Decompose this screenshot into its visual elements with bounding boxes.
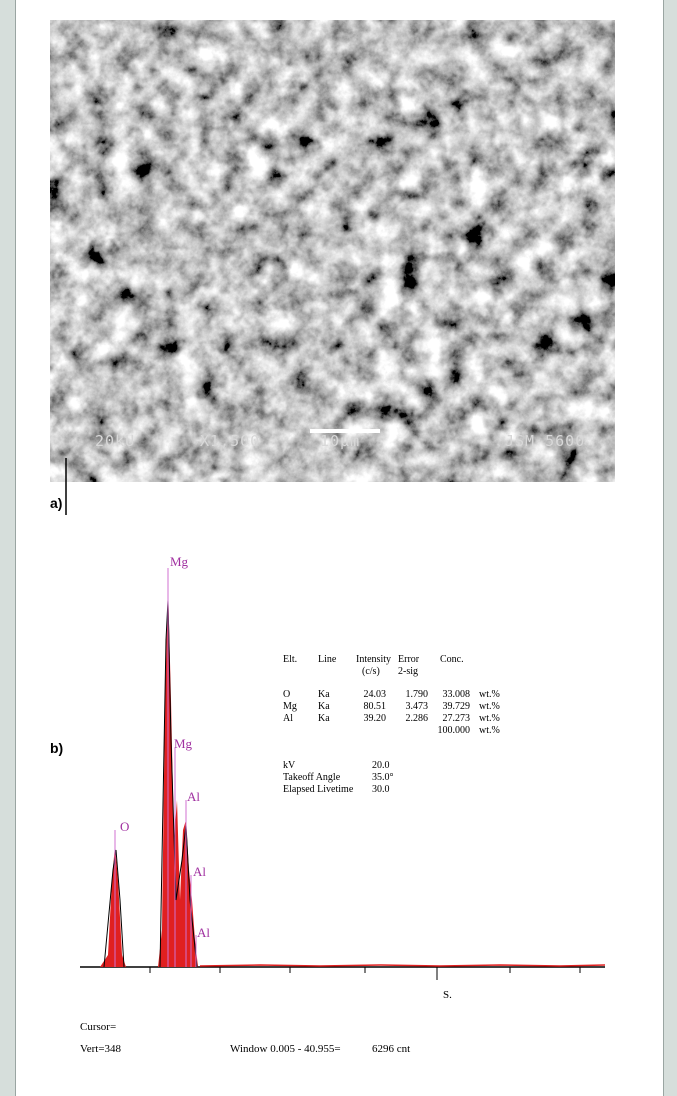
table-cell: 33.008 <box>443 689 471 700</box>
footer-window: Window 0.005 - 40.955= <box>230 1043 341 1055</box>
setting-name: Elapsed Livetime <box>283 784 354 795</box>
results-table: Elt. Line Intensity Error Conc. (c/s) 2-sig O Ka… <box>283 654 500 795</box>
panel-label: a) <box>50 495 62 511</box>
footer-vert: Vert=348 <box>80 1043 122 1055</box>
sem-image <box>50 20 615 482</box>
table-header: Error <box>398 654 420 665</box>
panel-label: b) <box>50 740 63 756</box>
page: {"panel_a": {"label": "a)", "overlay": {… <box>0 0 677 1096</box>
table-header: Intensity <box>356 654 391 665</box>
table-header: Conc. <box>440 654 464 665</box>
table-cell: O <box>283 689 290 700</box>
peak-label: Mg <box>174 736 193 751</box>
table-cell: wt.% <box>479 713 500 724</box>
table-cell: Ka <box>318 701 330 712</box>
setting-value: 30.0 <box>372 784 390 795</box>
table-cell: 1.790 <box>406 689 429 700</box>
footer-cursor: Cursor= <box>80 1021 116 1033</box>
spectrum <box>80 568 605 980</box>
table-cell: 80.51 <box>364 701 387 712</box>
figure: 20kU X1,500 10µm JSM 5600 a) b) Mg Mg Al… <box>0 0 677 1096</box>
table-total: 100.000 <box>438 725 471 736</box>
setting-value: 35.0° <box>372 772 394 783</box>
footer-count: 6296 cnt <box>372 1043 410 1055</box>
peak <box>100 845 126 967</box>
peak-label: O <box>120 819 129 834</box>
setting-name: Takeoff Angle <box>283 772 341 783</box>
setting-name: kV <box>283 760 296 771</box>
sem-scale: 10µm <box>320 432 360 450</box>
table-header: Elt. <box>283 654 297 665</box>
peak-label: Al <box>187 789 200 804</box>
table-cell: Ka <box>318 689 330 700</box>
table-cell: wt.% <box>479 689 500 700</box>
table-cell: Al <box>283 713 293 724</box>
table-cell: 3.473 <box>406 701 429 712</box>
table-subheader: (c/s) <box>362 666 380 677</box>
axis-label: S. <box>443 989 452 1001</box>
table-cell: Mg <box>283 701 297 712</box>
sem-magnification: X1,500 <box>200 432 260 450</box>
table-total-unit: wt.% <box>479 725 500 736</box>
table-cell: 39.20 <box>364 713 387 724</box>
table-cell: 24.03 <box>364 689 387 700</box>
table-cell: 39.729 <box>443 701 471 712</box>
peak-label: Al <box>193 864 206 879</box>
table-subheader: 2-sig <box>398 666 418 677</box>
setting-value: 20.0 <box>372 760 390 771</box>
table-cell: 2.286 <box>406 713 429 724</box>
ticks <box>150 967 580 980</box>
table-cell: Ka <box>318 713 330 724</box>
table-cell: 27.273 <box>443 713 471 724</box>
table-cell: wt.% <box>479 701 500 712</box>
noise <box>200 965 605 966</box>
sem-voltage: 20kU <box>95 432 135 450</box>
table-header: Line <box>318 654 337 665</box>
sem-instrument: JSM 5600 <box>505 432 585 450</box>
peak-label: Al <box>197 925 210 940</box>
peak-label: Mg <box>170 554 189 569</box>
